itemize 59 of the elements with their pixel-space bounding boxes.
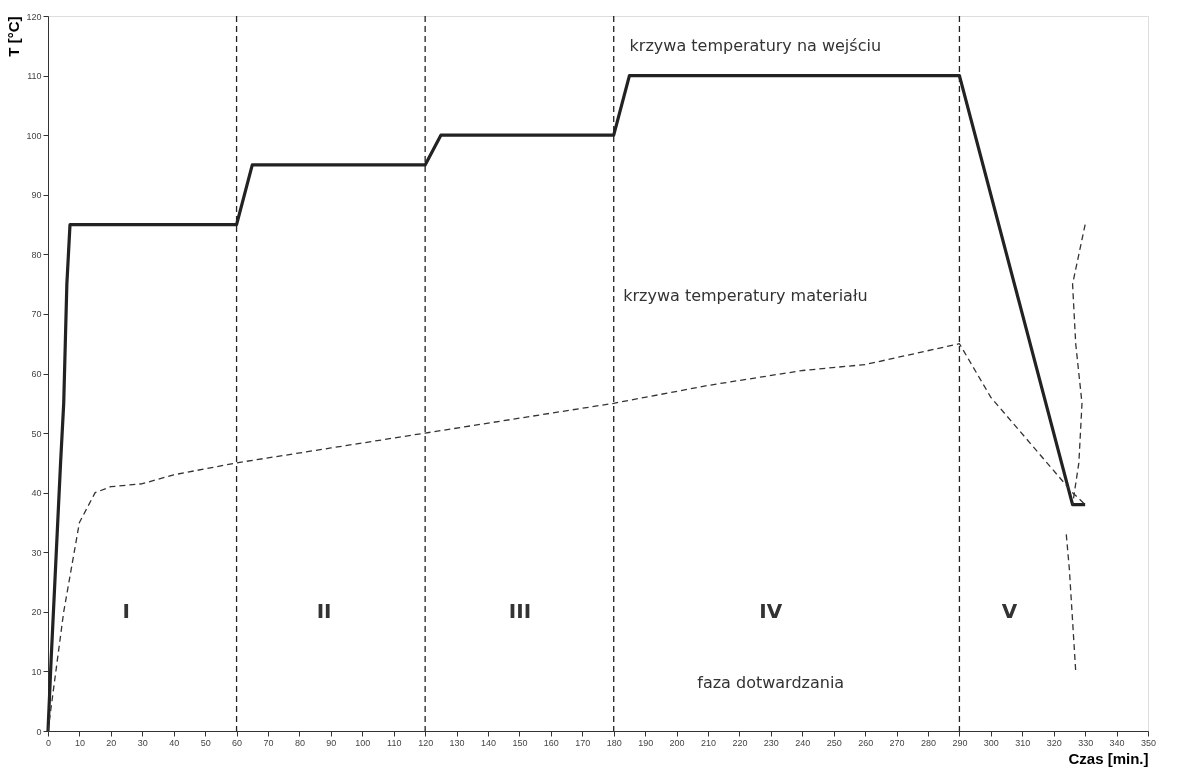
x-tick-label: 40 [169, 737, 180, 748]
x-tick-label: 30 [137, 737, 148, 748]
annotation: III [508, 598, 532, 623]
annotation: V [1001, 598, 1018, 623]
x-tick-label: 220 [732, 737, 748, 748]
x-tick-label: 190 [638, 737, 654, 748]
y-tick-label: 60 [31, 369, 42, 379]
annotation: IV [759, 598, 783, 623]
x-tick-label: 50 [200, 737, 211, 748]
annotation: krzywa temperatury materiału [623, 286, 868, 306]
y-tick-label: 20 [31, 607, 42, 618]
y-tick-label: 120 [26, 11, 42, 22]
x-tick-label: 20 [106, 737, 117, 748]
x-tick-label: 60 [232, 737, 243, 748]
x-tick-label: 70 [263, 737, 274, 748]
y-tick-label: 90 [31, 190, 42, 201]
x-tick-label: 350 [1140, 737, 1157, 748]
x-tick-label: 240 [795, 737, 811, 748]
y-tick-label: 0 [36, 726, 42, 737]
x-tick-label: 330 [1078, 737, 1094, 748]
y-axis-title: T [°C] [5, 16, 23, 57]
x-tick-label: 160 [543, 737, 559, 748]
x-tick-label: 280 [920, 737, 937, 748]
annotation: II [316, 598, 332, 623]
y-tick-label: 10 [31, 666, 42, 677]
x-tick-label: 270 [889, 737, 905, 748]
y-tick-label: 40 [31, 488, 42, 499]
x-tick-label: 250 [826, 737, 842, 748]
x-tick-label: 300 [983, 737, 999, 748]
annotation: krzywa temperatury na wejściu [629, 36, 882, 56]
x-tick-label: 210 [700, 737, 717, 748]
y-tick-label: 110 [27, 71, 42, 82]
x-tick-label: 140 [480, 737, 497, 748]
x-tick-label: 90 [326, 737, 337, 748]
x-tick-label: 100 [355, 737, 371, 748]
x-tick-label: 200 [669, 737, 685, 748]
x-axis-title: Czas [min.] [1068, 749, 1149, 767]
y-tick-label: 50 [31, 428, 42, 439]
y-tick-label: 80 [31, 249, 42, 260]
x-tick-label: 170 [575, 737, 591, 748]
x-tick-label: 130 [449, 737, 465, 748]
y-tick-label: 70 [31, 309, 42, 320]
x-tick-label: 150 [512, 737, 528, 748]
x-tick-label: 260 [858, 737, 874, 748]
x-tick-label: 80 [294, 737, 305, 748]
x-tick-label: 180 [606, 737, 622, 748]
x-tick-label: 320 [1046, 737, 1062, 748]
annotation: faza dotwardzania [697, 673, 845, 693]
x-tick-label: 120 [418, 737, 434, 748]
x-tick-label: 290 [952, 737, 968, 748]
y-tick-label: 30 [31, 547, 42, 558]
y-tick-label: 100 [26, 130, 42, 141]
x-tick-label: 230 [763, 737, 779, 748]
x-tick-label: 110 [387, 737, 402, 748]
x-tick-label: 310 [1015, 737, 1031, 748]
annotation: I [122, 598, 130, 623]
x-tick-label: 10 [74, 737, 85, 748]
x-tick-label: 0 [45, 737, 52, 748]
x-tick-label: 340 [1109, 737, 1125, 748]
